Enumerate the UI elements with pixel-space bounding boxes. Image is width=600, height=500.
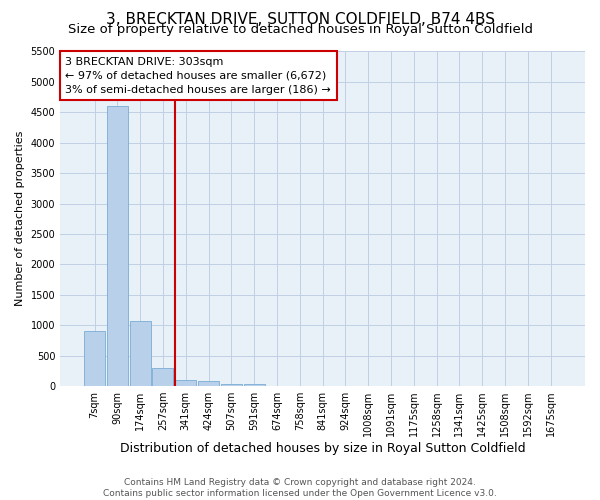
- Text: 3, BRECKTAN DRIVE, SUTTON COLDFIELD, B74 4BS: 3, BRECKTAN DRIVE, SUTTON COLDFIELD, B74…: [106, 12, 494, 28]
- Text: Size of property relative to detached houses in Royal Sutton Coldfield: Size of property relative to detached ho…: [67, 22, 533, 36]
- Bar: [130, 320, 151, 386]
- Bar: [198, 381, 219, 386]
- Bar: [175, 380, 196, 386]
- Bar: [107, 106, 128, 386]
- X-axis label: Distribution of detached houses by size in Royal Sutton Coldfield: Distribution of detached houses by size …: [120, 442, 526, 455]
- Bar: [152, 368, 173, 386]
- Bar: [221, 384, 242, 386]
- Bar: [244, 384, 265, 386]
- Text: 3 BRECKTAN DRIVE: 303sqm
← 97% of detached houses are smaller (6,672)
3% of semi: 3 BRECKTAN DRIVE: 303sqm ← 97% of detach…: [65, 56, 331, 94]
- Y-axis label: Number of detached properties: Number of detached properties: [15, 131, 25, 306]
- Text: Contains HM Land Registry data © Crown copyright and database right 2024.
Contai: Contains HM Land Registry data © Crown c…: [103, 478, 497, 498]
- Bar: [84, 332, 105, 386]
